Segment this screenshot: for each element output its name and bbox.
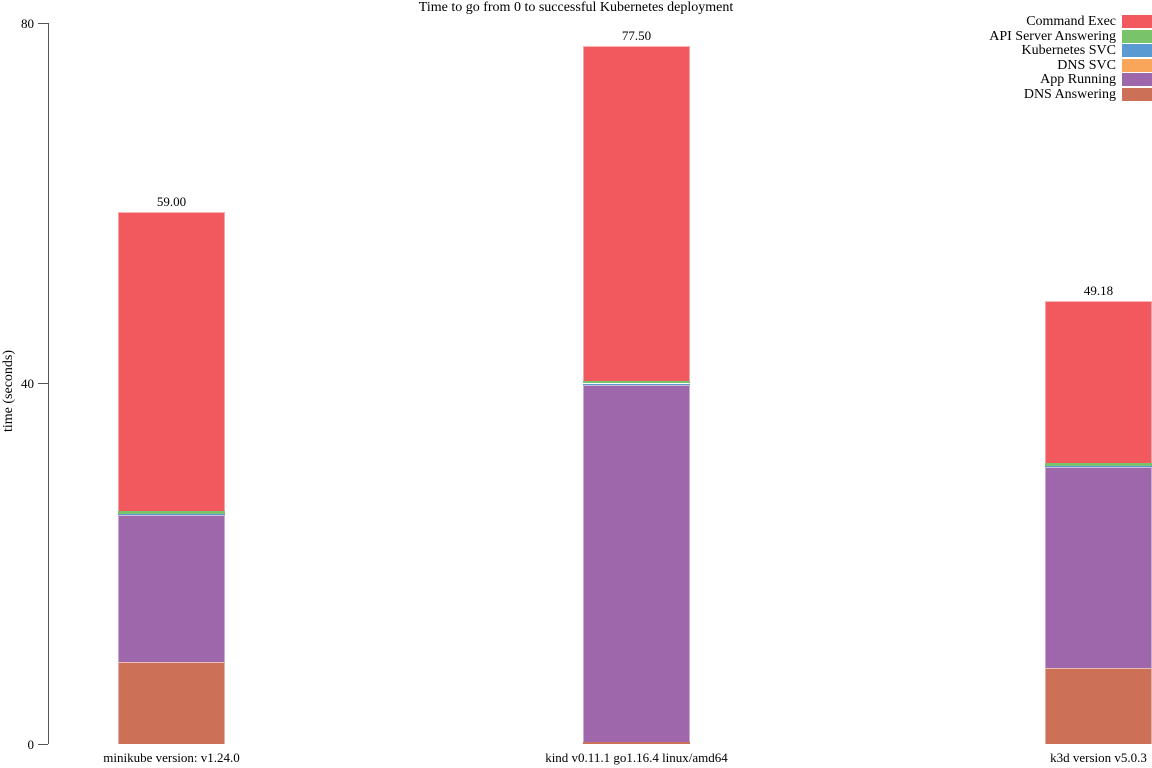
x-tick-label-k3d-version-v5-0-3: k3d version v5.0.3: [1050, 750, 1147, 765]
legend-row-api-server-answering: API Server Answering: [989, 28, 1152, 44]
legend-label-api-server-answering: API Server Answering: [989, 28, 1116, 44]
legend-row-dns-svc: DNS SVC: [989, 57, 1152, 73]
bar-segment-app-running-k3d-version-v5-0-3: [1045, 467, 1152, 668]
legend-row-kubernetes-svc: Kubernetes SVC: [989, 43, 1152, 58]
y-axis-spine: [48, 23, 49, 744]
y-tick-mark-40: [38, 383, 48, 384]
bar-total-label-kind-v0-11-1-go1-16-4-linux-amd64: 77.50: [621, 27, 652, 43]
legend-swatch-dns-answering: [1122, 87, 1152, 101]
bar-segment-dns-svc-k3d-version-v5-0-3: [1045, 466, 1152, 468]
legend-row-command-exec: Command Exec: [989, 14, 1152, 29]
x-tick-label-minikube-version-v1-24-0: minikube version: v1.24.0: [103, 750, 240, 765]
y-axis-label: time (seconds): [1, 349, 16, 433]
legend-label-dns-svc: DNS SVC: [1057, 57, 1116, 73]
y-tick-mark-80: [38, 22, 48, 24]
y-tick-label-0: 0: [27, 736, 35, 752]
legend: Command Exec API Server Answering Kubernet…: [989, 15, 1152, 102]
chart-title: Time to go from 0 to successful Kubernet…: [418, 0, 734, 15]
bar-segment-api-server-answering-minikube-version-v1-24-0: [118, 511, 225, 514]
bar-segment-command-exec-kind-v0-11-1-go1-16-4-linux-amd64: [583, 45, 690, 381]
y-tick-label-80: 80: [21, 15, 34, 31]
legend-swatch-dns-svc: [1122, 58, 1152, 72]
bar-segment-api-server-answering-kind-v0-11-1-go1-16-4-linux-amd64: [583, 380, 690, 384]
x-tick-label-kind-v0-11-1-go1-16-4-linux-amd64: kind v0.11.1 go1.16.4 linux/amd64: [545, 750, 728, 765]
y-tick-mark-0: [38, 743, 48, 745]
legend-swatch-app-running: [1122, 73, 1152, 86]
bar-segment-dns-svc-minikube-version-v1-24-0: [118, 514, 225, 516]
bar-total-label-minikube-version-v1-24-0: 59.00: [156, 194, 187, 210]
legend-swatch-command-exec: [1122, 15, 1152, 28]
bar-segment-dns-answering-k3d-version-v5-0-3: [1045, 668, 1152, 744]
legend-label-command-exec: Command Exec: [1026, 14, 1116, 29]
bar-segment-command-exec-minikube-version-v1-24-0: [118, 212, 225, 511]
legend-swatch-kubernetes-svc: [1122, 44, 1152, 57]
legend-swatch-api-server-answering: [1122, 29, 1152, 43]
bar-segment-dns-answering-minikube-version-v1-24-0: [118, 661, 225, 744]
bar-segment-dns-svc-kind-v0-11-1-go1-16-4-linux-amd64: [583, 383, 690, 385]
y-tick-label-40: 40: [21, 376, 34, 391]
bar-segment-dns-answering-kind-v0-11-1-go1-16-4-linux-amd64: [583, 741, 690, 744]
bar-segment-app-running-minikube-version-v1-24-0: [118, 515, 225, 662]
legend-label-app-running: App Running: [1040, 72, 1116, 87]
legend-row-app-running: App Running: [989, 72, 1152, 87]
bar-segment-api-server-answering-k3d-version-v5-0-3: [1045, 462, 1152, 466]
bar-segment-command-exec-k3d-version-v5-0-3: [1045, 300, 1152, 463]
legend-row-dns-answering: DNS Answering: [989, 86, 1152, 102]
bar-total-label-k3d-version-v5-0-3: 49.18: [1083, 282, 1114, 298]
legend-label-kubernetes-svc: Kubernetes SVC: [1021, 43, 1117, 58]
legend-label-dns-answering: DNS Answering: [1023, 86, 1116, 102]
bar-segment-app-running-kind-v0-11-1-go1-16-4-linux-amd64: [583, 384, 690, 742]
